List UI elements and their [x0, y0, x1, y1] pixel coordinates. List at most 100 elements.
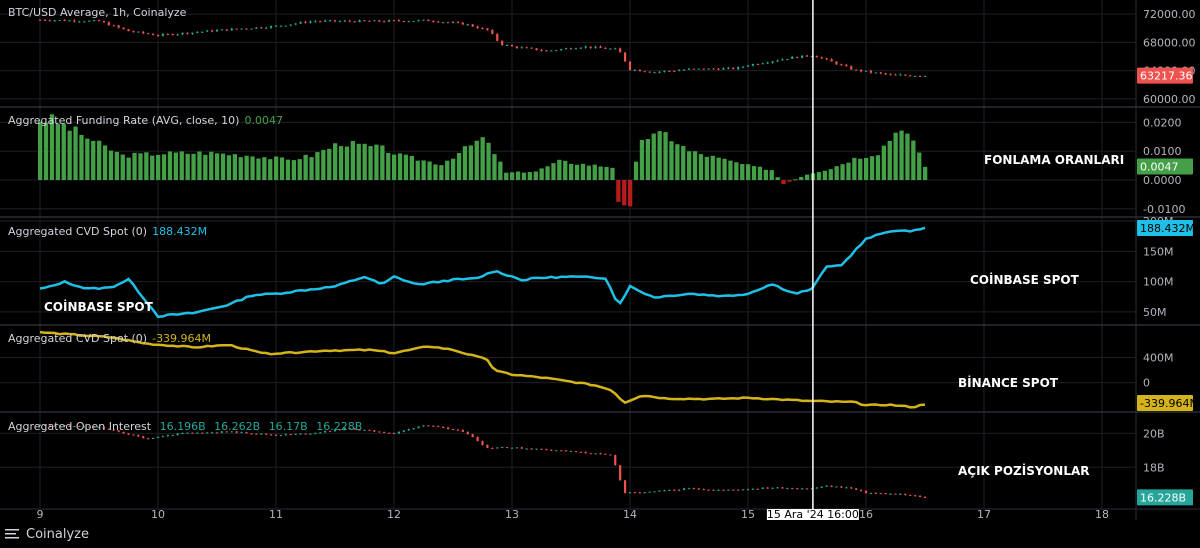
funding-bar [905, 133, 910, 180]
funding-bar [740, 164, 745, 180]
badge-bg [1137, 158, 1193, 175]
funding-bar [799, 176, 804, 180]
candle-body [289, 434, 292, 436]
candle-body [117, 430, 120, 432]
candle-body [53, 425, 56, 427]
candle-body [845, 64, 848, 67]
candle-body [884, 493, 887, 495]
binance-cvd-line [39, 330, 926, 409]
funding-bar [580, 163, 586, 180]
candle-body [363, 20, 366, 22]
candle-body [269, 26, 273, 28]
candle-body [427, 19, 430, 22]
candle-body [476, 26, 479, 29]
funding-bar [622, 180, 627, 206]
x-tick-label: 17 [977, 508, 991, 520]
candle-body [697, 68, 700, 70]
candle-body [781, 487, 784, 489]
candle-body [225, 29, 228, 31]
candle-body [53, 20, 56, 22]
candle-body [746, 65, 750, 67]
candle-body [737, 67, 740, 70]
candle-body [520, 447, 523, 449]
funding-bar [852, 157, 857, 180]
candle-body [515, 46, 519, 48]
oi-legend-low: 16.17B [268, 420, 308, 433]
candle-body [358, 429, 361, 431]
funding-bar [274, 156, 279, 180]
funding-bar [604, 166, 609, 180]
x-tick-label: 12 [387, 508, 401, 520]
funding-bar [362, 143, 367, 180]
candle-body [584, 451, 587, 454]
funding-bar [97, 140, 102, 180]
candles [38, 19, 927, 78]
funding-bar [633, 161, 639, 180]
candle-body [560, 450, 563, 452]
candle-body [417, 20, 420, 22]
badge-text: 188.432M [1140, 222, 1195, 235]
candle-body [107, 22, 110, 26]
funding-legend-value: 0.0047 [244, 114, 283, 127]
candle-body [451, 22, 455, 24]
candle-body [432, 425, 435, 427]
candle-body [771, 61, 774, 63]
candle-body [879, 72, 882, 74]
funding-bar [598, 166, 603, 180]
candle-body [319, 21, 322, 23]
funding-bar [120, 154, 125, 180]
funding-bar [846, 162, 851, 180]
candle-body [756, 63, 759, 65]
candle-body [589, 46, 592, 48]
x-tick-label: 14 [623, 508, 637, 520]
funding-bar [858, 158, 863, 180]
candle-body [378, 20, 381, 22]
candle-body [265, 27, 268, 29]
candle-body [368, 20, 371, 22]
chart-svg[interactable]: 72000.0068000.0064000.0060000.000.02000.… [0, 0, 1200, 521]
funding-bar [923, 166, 928, 180]
funding-bar [468, 145, 473, 180]
candle-body [845, 487, 848, 489]
candle-body [176, 433, 179, 436]
candle-body [97, 427, 101, 429]
funding-bar [61, 123, 66, 180]
candle-body [545, 50, 548, 52]
candle-body [161, 436, 165, 438]
oi-legend: Aggregated Open Interest 16.196B 16.262B… [8, 420, 362, 433]
candle-body [127, 433, 130, 435]
funding-bar [704, 156, 709, 180]
candle-body [904, 493, 907, 495]
funding-bar [816, 172, 822, 180]
funding-bar [586, 165, 591, 180]
funding-bar [781, 180, 786, 185]
candle-body [442, 22, 445, 24]
candle-body [894, 74, 897, 76]
candle-body [668, 489, 671, 491]
last-value-badge: 16.228B [1137, 489, 1193, 506]
candle-body [791, 488, 794, 490]
funding-bar [527, 172, 532, 180]
last-value-badge: -339.964M [1137, 395, 1199, 411]
candle-body [78, 426, 81, 428]
candle-body [663, 70, 666, 72]
brand-name[interactable]: Coinalyze [26, 526, 89, 542]
funding-bar [380, 145, 385, 180]
candle-body [255, 433, 258, 435]
crosshair-label: 15 Ara '24 16:00 [767, 508, 859, 520]
candle-body [899, 74, 902, 76]
candle-body [284, 25, 287, 27]
x-tick-label: 16 [859, 508, 873, 520]
y-tick-label: -0.0100 [1143, 203, 1185, 216]
candle-body [48, 425, 51, 427]
funding-bar [805, 174, 810, 180]
candle-body [348, 428, 351, 430]
funding-bar [793, 179, 798, 181]
funding-bar [645, 139, 650, 180]
funding-bar [681, 145, 686, 180]
candle-body [230, 28, 233, 31]
candle-body [481, 441, 484, 445]
funding-bar [899, 130, 904, 180]
candle-body [427, 425, 430, 427]
